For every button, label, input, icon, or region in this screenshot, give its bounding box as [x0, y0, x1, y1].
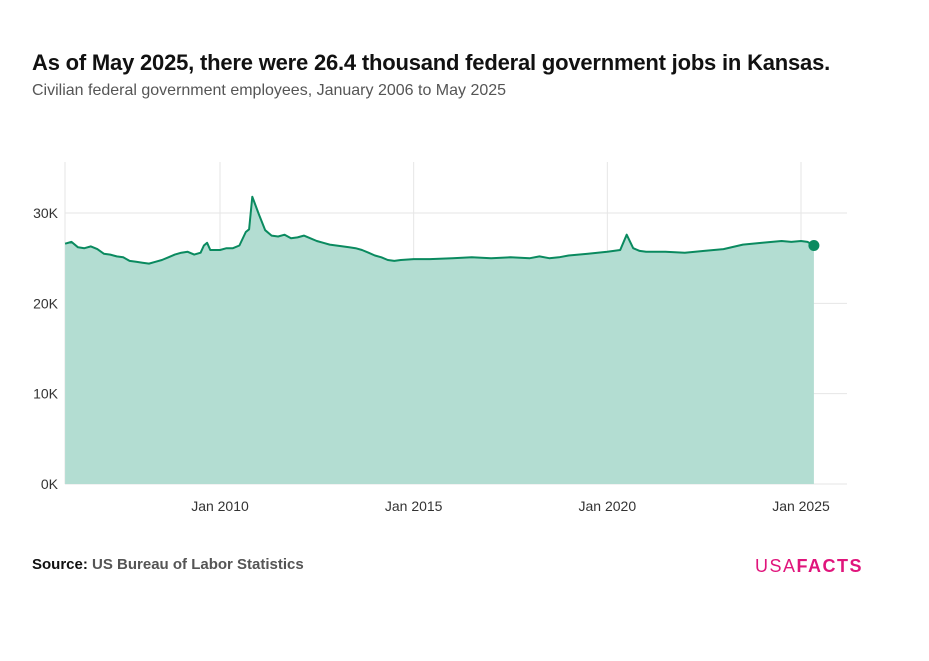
x-tick-label: Jan 2025 — [772, 498, 830, 514]
y-tick-label: 10K — [33, 386, 59, 402]
series-line — [64, 195, 815, 265]
y-tick-label: 0K — [41, 476, 59, 492]
chart-title: As of May 2025, there were 26.4 thousand… — [32, 50, 831, 75]
usafacts-logo: USAFACTS — [755, 556, 863, 577]
series-area — [64, 195, 820, 484]
logo-facts-text: FACTS — [796, 556, 864, 576]
latest-value-marker — [808, 240, 820, 252]
y-tick-label: 30K — [33, 205, 59, 221]
axes: 0K 10K 20K 30K Jan 2010 Jan 2015 Jan 2020 Jan 2… — [33, 205, 830, 514]
logo-usa-text: USA — [755, 556, 797, 576]
source-note: Source: US Bureau of Labor Statistics — [32, 556, 304, 573]
y-tick-label: 20K — [33, 295, 59, 311]
area-chart: 0K 10K 20K 30K Jan 2010 Jan 2015 Jan 2020 Jan 2… — [33, 162, 847, 514]
series-area-fill — [65, 196, 814, 484]
x-tick-label: Jan 2010 — [191, 498, 249, 514]
x-tick-label: Jan 2020 — [579, 498, 637, 514]
x-tick-label: Jan 2015 — [385, 498, 443, 514]
source-label: Source: — [32, 556, 88, 573]
source-value: US Bureau of Labor Statistics — [92, 556, 304, 573]
chart-subtitle: Civilian federal government employees, J… — [32, 82, 507, 99]
